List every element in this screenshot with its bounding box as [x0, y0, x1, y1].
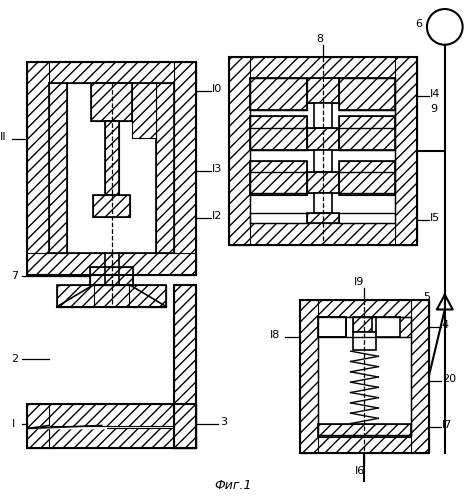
- Bar: [27, 62, 196, 84]
- Bar: [90, 267, 133, 284]
- Text: 3: 3: [219, 416, 226, 426]
- Bar: [90, 267, 133, 284]
- Bar: [300, 300, 429, 454]
- Bar: [156, 84, 174, 253]
- Bar: [174, 284, 196, 448]
- Bar: [372, 318, 411, 338]
- Bar: [229, 56, 250, 245]
- Text: Фиг.1: Фиг.1: [215, 478, 252, 492]
- Text: I8: I8: [270, 330, 281, 340]
- Bar: [57, 284, 166, 306]
- Text: 2: 2: [12, 354, 19, 364]
- Bar: [250, 161, 307, 196]
- Bar: [174, 404, 196, 448]
- Bar: [314, 150, 332, 172]
- Text: 7: 7: [12, 271, 19, 281]
- Text: I7: I7: [442, 420, 452, 430]
- Bar: [339, 78, 395, 110]
- Bar: [174, 62, 196, 275]
- Bar: [250, 161, 307, 196]
- Bar: [339, 116, 395, 150]
- Bar: [339, 161, 395, 196]
- Bar: [307, 214, 339, 223]
- Bar: [307, 78, 339, 103]
- Bar: [372, 318, 400, 338]
- Text: 4: 4: [442, 320, 449, 330]
- Text: 20: 20: [442, 374, 456, 384]
- Text: 8: 8: [316, 34, 323, 44]
- Bar: [93, 196, 130, 218]
- Bar: [307, 128, 339, 150]
- Bar: [27, 404, 196, 448]
- Bar: [339, 78, 395, 110]
- Bar: [318, 318, 346, 338]
- Bar: [105, 121, 118, 196]
- Bar: [229, 56, 417, 245]
- Bar: [318, 424, 411, 438]
- Bar: [250, 78, 307, 110]
- Bar: [307, 128, 339, 150]
- Bar: [57, 284, 94, 306]
- Bar: [411, 300, 429, 454]
- Text: I2: I2: [212, 212, 222, 222]
- Bar: [314, 194, 332, 214]
- Text: II: II: [0, 132, 6, 142]
- Text: I: I: [12, 418, 15, 428]
- Bar: [318, 424, 411, 438]
- Bar: [130, 284, 166, 306]
- Bar: [300, 300, 429, 318]
- Bar: [250, 116, 307, 150]
- Bar: [27, 62, 196, 275]
- Text: 5: 5: [423, 292, 430, 302]
- Bar: [174, 284, 196, 448]
- Bar: [250, 116, 307, 150]
- Text: 6: 6: [415, 19, 422, 29]
- Text: I9: I9: [354, 276, 365, 286]
- Bar: [229, 223, 417, 245]
- Bar: [395, 56, 417, 245]
- Bar: [132, 84, 156, 138]
- Polygon shape: [27, 426, 107, 428]
- Bar: [314, 103, 332, 128]
- Bar: [49, 84, 67, 253]
- Text: I6: I6: [354, 466, 364, 476]
- Bar: [91, 84, 132, 121]
- Bar: [353, 332, 377, 350]
- Bar: [27, 62, 49, 275]
- Bar: [307, 78, 339, 103]
- Bar: [27, 404, 49, 448]
- Bar: [93, 196, 130, 218]
- Text: I3: I3: [212, 164, 222, 173]
- Bar: [307, 172, 339, 194]
- Bar: [229, 56, 417, 78]
- Text: I0: I0: [212, 84, 222, 94]
- Bar: [339, 161, 395, 196]
- Bar: [307, 172, 339, 194]
- Bar: [27, 253, 196, 275]
- Bar: [339, 116, 395, 150]
- Text: 9: 9: [430, 104, 437, 114]
- Text: I5: I5: [430, 214, 440, 224]
- Bar: [105, 121, 118, 196]
- Bar: [57, 284, 166, 306]
- Bar: [27, 404, 196, 425]
- Bar: [250, 78, 307, 110]
- Bar: [27, 428, 196, 448]
- Bar: [307, 214, 339, 223]
- Bar: [91, 84, 132, 121]
- Bar: [353, 318, 377, 332]
- Bar: [300, 436, 429, 454]
- Bar: [300, 300, 318, 454]
- Bar: [353, 318, 377, 332]
- Text: I4: I4: [430, 90, 440, 100]
